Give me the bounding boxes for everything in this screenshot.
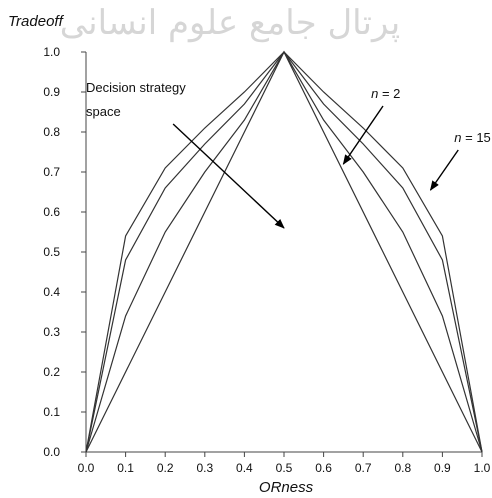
x-tick-label: 0.0	[78, 461, 95, 475]
y-tick-label: 0.7	[43, 165, 60, 179]
annotation-text: Decision strategy	[86, 80, 186, 95]
y-tick-label: 0.8	[43, 125, 60, 139]
annotation-arrow	[172, 123, 285, 229]
series-line-2	[85, 51, 483, 453]
series-line-1	[85, 50, 483, 453]
y-tick-label: 0.2	[43, 365, 60, 379]
x-tick-label: 0.5	[276, 461, 293, 475]
y-tick-label: 0.9	[43, 85, 60, 99]
y-tick-label: 0.1	[43, 405, 60, 419]
y-tick-label: 0.0	[43, 445, 60, 459]
series-line-0	[85, 50, 483, 453]
x-tick-label: 0.8	[394, 461, 411, 475]
x-tick-label: 0.2	[157, 461, 174, 475]
y-tick-label: 0.6	[43, 205, 60, 219]
annotation-value: = 15	[462, 130, 491, 145]
y-tick-label: 0.4	[43, 285, 60, 299]
x-tick-label: 0.1	[117, 461, 134, 475]
y-tick-label: 0.3	[43, 325, 60, 339]
watermark: پرتال جامع علوم انسانی	[60, 3, 400, 43]
series-line-3	[85, 51, 483, 453]
x-tick-label: 0.6	[315, 461, 332, 475]
annotation-text: n = 15	[454, 130, 491, 145]
x-tick-label: 0.3	[196, 461, 213, 475]
annotation-n-symbol: n	[454, 130, 461, 145]
x-tick-label: 0.9	[434, 461, 451, 475]
x-tick-label: 1.0	[474, 461, 491, 475]
annotation-arrow	[429, 149, 459, 191]
annotation-text: n = 2	[371, 86, 400, 101]
annotation-arrow	[342, 105, 384, 165]
y-tick-label: 1.0	[43, 45, 60, 59]
annotation-value: = 2	[378, 86, 400, 101]
annotation-n-symbol: n	[371, 86, 378, 101]
y-axis-title: Tradeoff	[8, 13, 65, 30]
x-tick-label: 0.4	[236, 461, 253, 475]
x-tick-label: 0.7	[355, 461, 372, 475]
annotation-text: space	[86, 104, 121, 119]
y-tick-label: 0.5	[43, 245, 60, 259]
plot-area: 0.0 0.1 0.2 0.3 0.4 0.5 0.6 0.7 0.8 0.9 1.0 0.0 0.1 0…	[43, 45, 490, 475]
x-axis-title: ORness	[259, 479, 314, 496]
